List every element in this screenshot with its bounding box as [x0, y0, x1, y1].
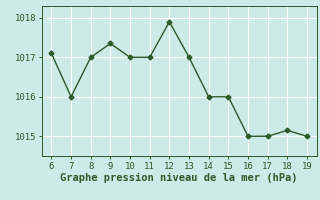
X-axis label: Graphe pression niveau de la mer (hPa): Graphe pression niveau de la mer (hPa)	[60, 173, 298, 183]
